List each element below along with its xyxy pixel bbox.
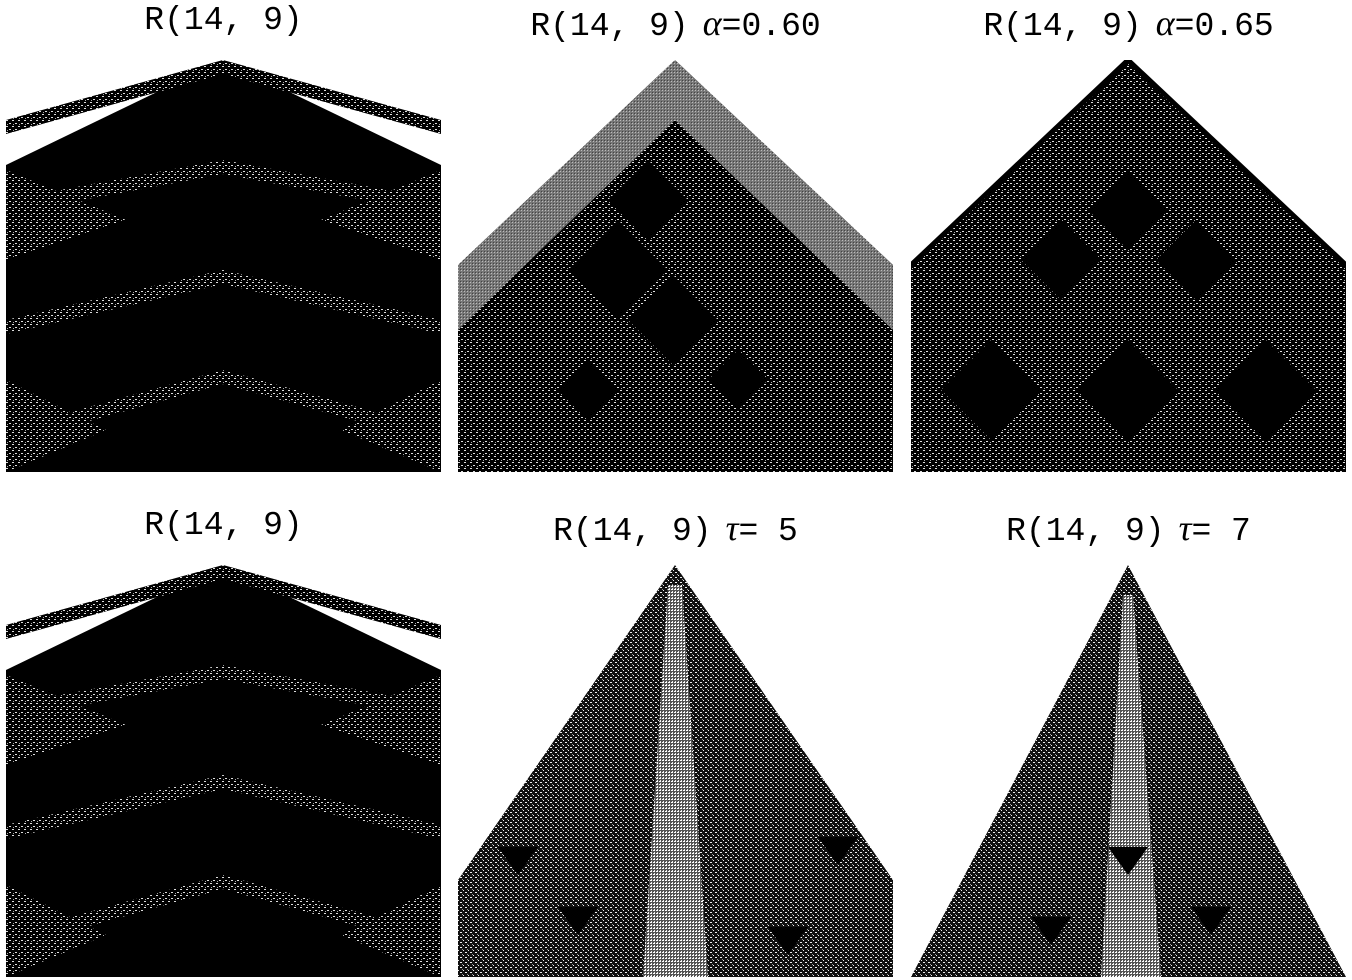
val-text: = 5 [738,513,797,550]
automaton-image [6,565,441,977]
val-text: =0.65 [1175,8,1274,45]
automaton-image [458,565,893,977]
sym-text: τ [1179,508,1192,548]
automaton-image [6,60,441,472]
val-text: = 7 [1191,513,1250,550]
panel-title: R(14, 9) α=0.60 [451,2,901,45]
rule-text: R(14, 9) [144,2,302,39]
rule-text: R(14, 9) [983,8,1141,45]
panel-title: R(14, 9) τ= 7 [904,507,1352,550]
sym-text: α [703,3,722,43]
rule-text: R(14, 9) [553,513,711,550]
rule-text: R(14, 9) [144,507,302,544]
figure: R(14, 9)R(14, 9)α=0.60R(14, 9)α=0.65R(14… [0,0,1352,980]
automaton-image [458,60,893,472]
automaton-image [911,565,1346,977]
automaton-image [911,60,1346,472]
val-text: =0.60 [722,8,821,45]
panel-title: R(14, 9) [0,2,449,39]
rule-text: R(14, 9) [530,8,688,45]
panel-title: R(14, 9) α=0.65 [904,2,1352,45]
panel-title: R(14, 9) τ= 5 [451,507,901,550]
panel-title: R(14, 9) [0,507,449,544]
sym-text: α [1156,3,1175,43]
rule-text: R(14, 9) [1006,513,1164,550]
sym-text: τ [726,508,739,548]
